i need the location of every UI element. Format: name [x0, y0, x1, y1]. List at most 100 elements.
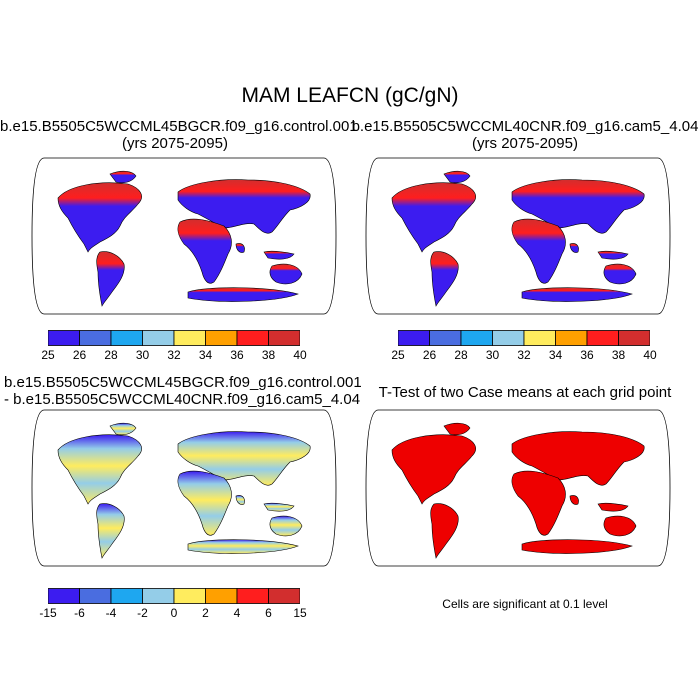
colorbar-tick-label: 28 [454, 348, 468, 362]
land-area [443, 170, 471, 184]
colorbar-swatch [555, 330, 588, 346]
colorbar-swatch [586, 330, 619, 346]
map-ttest [365, 409, 671, 567]
colorbar-tick-label: 38 [611, 348, 626, 362]
colorbar-swatch [173, 588, 206, 604]
colorbar-tick-label: -6 [74, 606, 85, 620]
land-area [57, 434, 142, 505]
colorbar-swatch [79, 588, 112, 604]
colorbar-control [48, 330, 300, 346]
colorbar-tick-label: -15 [39, 606, 57, 620]
colorbar-tick-label: 28 [104, 348, 118, 362]
land-area [235, 243, 245, 253]
land-area [569, 495, 579, 505]
land-area [263, 250, 295, 260]
colorbar-swatch [110, 588, 143, 604]
land-area [430, 503, 459, 559]
colorbar-tick-label: 6 [265, 606, 272, 620]
land-area [603, 263, 637, 285]
land-area [263, 502, 295, 512]
map-cam5 [365, 157, 671, 315]
colorbar-tick-label: 26 [72, 348, 87, 362]
colorbar-tick-label: 34 [198, 348, 213, 362]
map-outline [31, 157, 337, 315]
colorbar-swatch [236, 330, 269, 346]
colorbar-tick-label: 30 [135, 348, 150, 362]
land-area [391, 182, 476, 253]
colorbar-tick-label: -2 [137, 606, 148, 620]
land-area [187, 539, 299, 554]
colorbar-swatch [142, 330, 175, 346]
land-area [177, 179, 311, 234]
colorbar-difference [48, 588, 300, 604]
land-area [443, 422, 471, 436]
land-area [57, 182, 142, 253]
land-area [569, 243, 579, 253]
colorbar-swatch [268, 588, 300, 604]
map-difference [31, 409, 337, 567]
land-area [391, 434, 476, 505]
colorbar-swatch [523, 330, 556, 346]
colorbar-tick-label: -4 [105, 606, 117, 620]
panel-control-title-line1: b.e15.B5505C5WCCML45BGCR.f09_g16.control… [0, 118, 358, 135]
colorbar-control-labels: 25 26 28 30 32 34 36 38 40 [41, 348, 306, 364]
panel-cam5-title-line2: (yrs 2075-2095) [472, 135, 578, 152]
land-area [430, 251, 459, 307]
panel-difference-title-line1: b.e15.B5505C5WCCML45BGCR.f09_g16.control… [4, 374, 362, 391]
colorbar-swatch [205, 330, 238, 346]
colorbar-swatch [79, 330, 112, 346]
colorbar-tick-label: 25 [41, 348, 55, 362]
map-control [31, 157, 337, 315]
land-area [511, 179, 645, 234]
land-area [521, 287, 633, 302]
colorbar-tick-label: 30 [485, 348, 500, 362]
panel-difference-title: b.e15.B5505C5WCCML45BGCR.f09_g16.control… [4, 374, 362, 408]
panel-ttest-title: T-Test of two Case means at each grid po… [378, 384, 672, 401]
land-area [597, 250, 629, 260]
colorbar-swatch [48, 588, 80, 604]
colorbar-tick-label: 40 [643, 348, 657, 362]
panel-difference-title-line2: - b.e15.B5505C5WCCML40CNR.f09_g16.cam5_4… [4, 391, 361, 408]
colorbar-swatch [173, 330, 206, 346]
colorbar-tick-label: 4 [233, 606, 241, 620]
panel-cam5-title: b.e15.B5505C5WCCML40CNR.f09_g16.cam5_4.0… [350, 118, 700, 152]
colorbar-swatch [236, 588, 269, 604]
land-area [177, 218, 232, 284]
land-area [96, 503, 125, 559]
colorbar-tick-label: 40 [293, 348, 307, 362]
colorbar-swatch [48, 330, 80, 346]
colorbar-tick-label: 32 [167, 348, 181, 362]
colorbar-swatch [268, 330, 300, 346]
colorbar-tick-label: 25 [391, 348, 405, 362]
colorbar-swatch [618, 330, 650, 346]
map-outline [365, 157, 671, 315]
colorbar-tick-label: 32 [517, 348, 531, 362]
colorbar-swatch [429, 330, 462, 346]
colorbar-tick-label: 15 [293, 606, 307, 620]
colorbar-tick-label: 2 [202, 606, 209, 620]
land-area [177, 470, 232, 536]
colorbar-tick-label: 26 [422, 348, 437, 362]
colorbar-cam5 [398, 330, 650, 346]
colorbar-swatch [142, 588, 175, 604]
map-outline [365, 409, 671, 567]
land-area [109, 170, 137, 184]
land-area [269, 263, 303, 285]
figure-title: MAM LEAFCN (gC/gN) [241, 84, 459, 107]
colorbar-tick-label: 34 [548, 348, 563, 362]
colorbar-tick-label: 36 [580, 348, 594, 362]
colorbar-swatch [205, 588, 238, 604]
land-area [109, 422, 137, 436]
map-outline [31, 409, 337, 567]
land-area [511, 218, 566, 284]
land-area [597, 502, 629, 512]
ttest-note: Cells are significant at 0.1 level [442, 597, 608, 611]
land-area [235, 495, 245, 505]
land-area [187, 287, 299, 302]
panel-cam5-title-line1: b.e15.B5505C5WCCML40CNR.f09_g16.cam5_4.0… [351, 118, 699, 135]
colorbar-swatch [460, 330, 493, 346]
land-area [603, 515, 637, 537]
colorbar-swatch [110, 330, 143, 346]
colorbar-swatch [398, 330, 430, 346]
land-area [521, 539, 633, 554]
